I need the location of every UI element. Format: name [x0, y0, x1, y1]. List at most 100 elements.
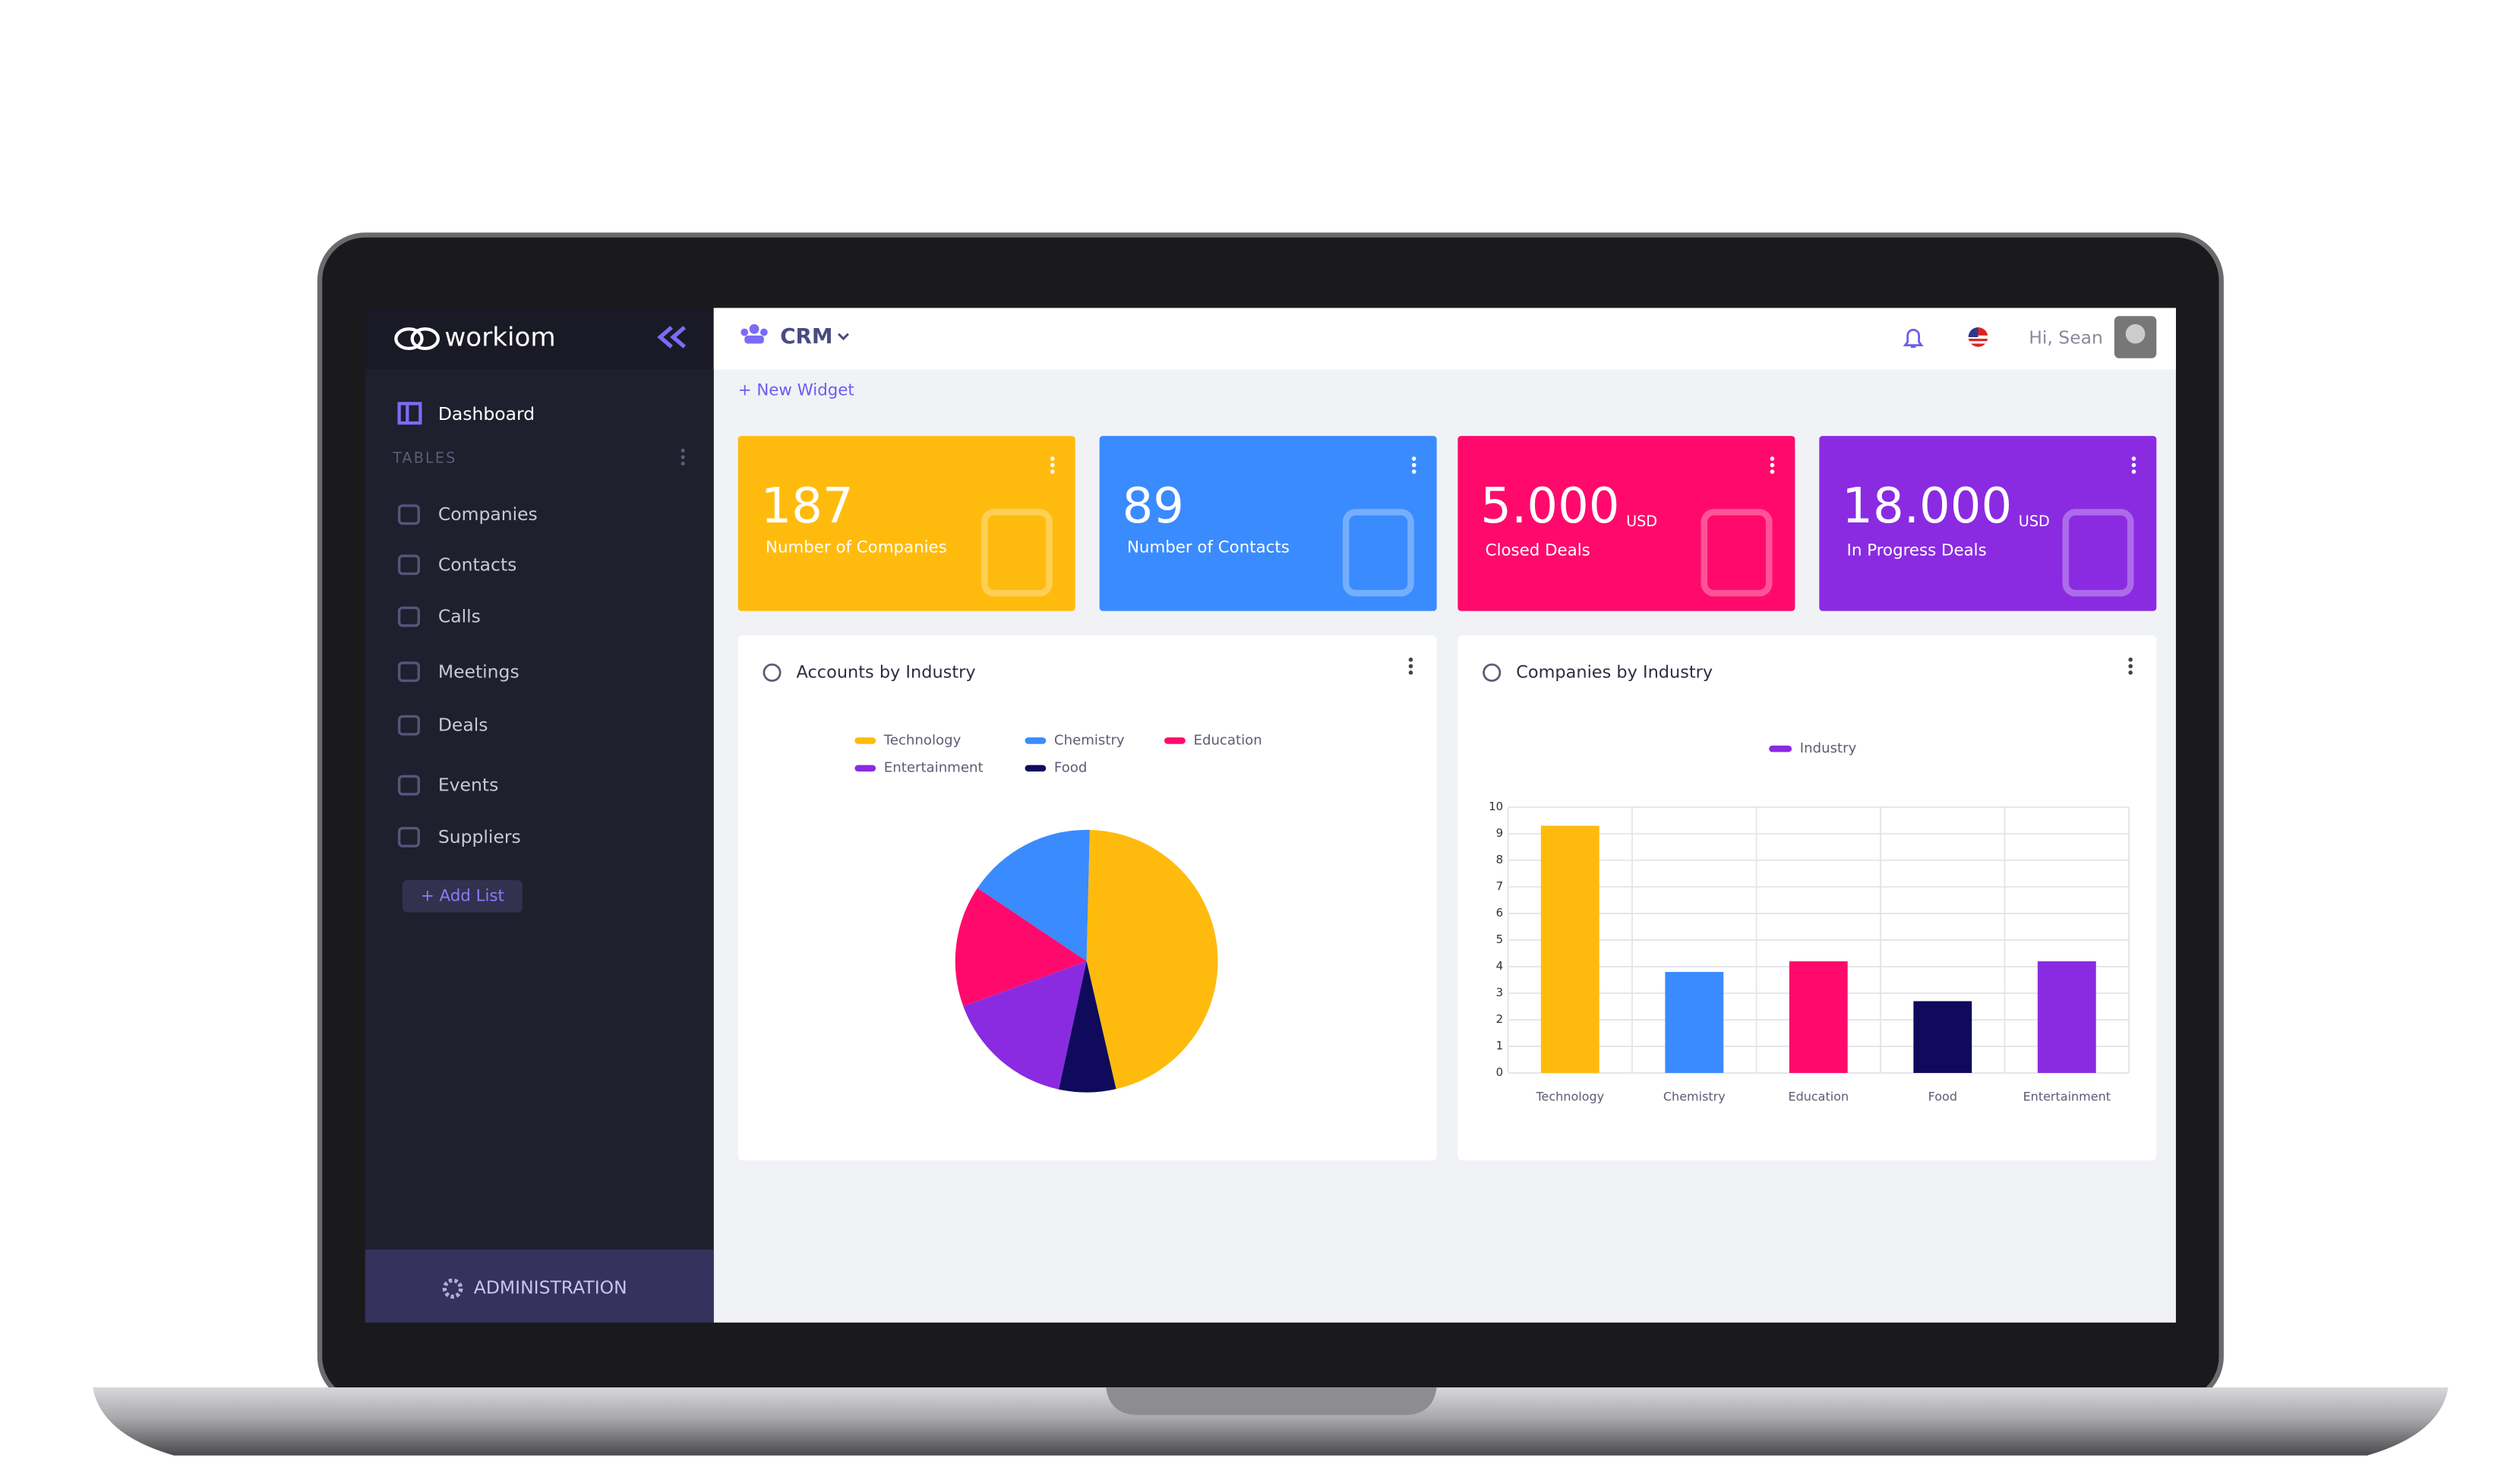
- y-tick-label: 1: [1496, 1039, 1504, 1052]
- legend-label: Technology: [883, 732, 962, 748]
- x-tick-label: Education: [1788, 1090, 1849, 1104]
- menu-dot[interactable]: [2128, 664, 2133, 669]
- menu-dot[interactable]: [1408, 671, 1413, 675]
- widget-label: Number of Companies: [766, 538, 947, 557]
- widget-card: [1099, 436, 1437, 611]
- nav-item[interactable]: Deals: [438, 715, 488, 736]
- flag-icon[interactable]: [1968, 327, 1988, 347]
- nav-icon: [397, 775, 420, 796]
- new-widget[interactable]: + New Widget: [738, 380, 854, 399]
- legend-swatch: [854, 765, 876, 771]
- widget-label: Number of Contacts: [1127, 538, 1290, 557]
- section-label: TABLES: [392, 450, 456, 467]
- nav-item[interactable]: Contacts: [438, 554, 517, 575]
- module-name[interactable]: CRM: [780, 323, 832, 349]
- y-tick-label: 7: [1496, 879, 1504, 893]
- pie-slice: [977, 829, 1090, 961]
- nav-item[interactable]: Companies: [438, 503, 538, 525]
- top-bar: [713, 308, 2176, 370]
- nav-icon: [397, 661, 420, 683]
- x-tick-label: Food: [1928, 1090, 1957, 1104]
- legend-swatch: [1769, 745, 1792, 753]
- section-menu[interactable]: [681, 448, 685, 466]
- nav-icon: [397, 504, 420, 525]
- widget-icon: [2062, 509, 2134, 597]
- menu-dot[interactable]: [2131, 462, 2136, 468]
- y-tick-label: 3: [1496, 986, 1504, 999]
- widget-label: Closed Deals: [1486, 541, 1590, 560]
- add-list-label[interactable]: + Add List: [421, 886, 504, 905]
- bell-icon[interactable]: [1903, 329, 1924, 349]
- admin-label[interactable]: ADMINISTRATION: [474, 1276, 627, 1298]
- nav-dashboard[interactable]: Dashboard: [438, 403, 535, 424]
- widget-unit: USD: [1626, 513, 1657, 530]
- admin-icon: [442, 1278, 463, 1299]
- panel-title: Companies by Industry: [1516, 662, 1713, 682]
- menu-dot[interactable]: [1411, 469, 1416, 474]
- widget-label: In Progress Deals: [1847, 541, 1987, 560]
- pie-slice: [963, 961, 1087, 1090]
- nav-item[interactable]: Events: [438, 775, 498, 796]
- widget-icon: [1342, 509, 1414, 597]
- widget-value: 18.000: [1842, 478, 2012, 535]
- menu-dot[interactable]: [1050, 456, 1055, 461]
- widget-card: [1819, 436, 2157, 611]
- y-tick-label: 9: [1496, 826, 1504, 840]
- y-tick-label: 6: [1496, 906, 1504, 920]
- menu-dot[interactable]: [2128, 671, 2133, 675]
- pie-slice: [955, 888, 1087, 1007]
- widget-value: 89: [1123, 478, 1184, 535]
- module-caret[interactable]: [837, 333, 849, 341]
- legend-swatch: [1025, 765, 1047, 771]
- nav-item[interactable]: Meetings: [438, 661, 519, 682]
- menu-dot[interactable]: [1770, 462, 1775, 468]
- bar: [1665, 971, 1724, 1073]
- menu-dot[interactable]: [1050, 469, 1055, 474]
- widget-value: 187: [761, 478, 854, 535]
- notch: [1106, 1387, 1437, 1415]
- avatar-face: [2125, 323, 2146, 344]
- nav-icon: [397, 826, 420, 847]
- nav-item[interactable]: Calls: [438, 606, 481, 627]
- menu-dot[interactable]: [2128, 657, 2133, 662]
- menu-dot[interactable]: [1050, 462, 1055, 468]
- sidebar: [365, 308, 714, 1323]
- legend-swatch: [1164, 737, 1186, 744]
- widget-icon: [981, 509, 1053, 597]
- module-icon: [741, 323, 768, 344]
- widget-icon: [1701, 509, 1773, 597]
- y-tick-label: 8: [1496, 853, 1504, 866]
- widget-unit: USD: [2019, 513, 2050, 530]
- menu-dot[interactable]: [1411, 456, 1416, 461]
- dashboard-icon: [397, 402, 422, 425]
- x-tick-label: Chemistry: [1663, 1090, 1726, 1104]
- legend-label: Chemistry: [1054, 732, 1125, 748]
- pie-slice: [1086, 829, 1218, 1090]
- menu-dot[interactable]: [1770, 469, 1775, 474]
- menu-dot[interactable]: [2131, 456, 2136, 461]
- menu-dot[interactable]: [1411, 462, 1416, 468]
- menu-dot[interactable]: [1770, 456, 1775, 461]
- bar: [1913, 1001, 1972, 1073]
- panel-icon: [763, 663, 782, 682]
- brand-logo: [394, 327, 440, 351]
- widget-card: [737, 436, 1075, 611]
- y-tick-label: 2: [1496, 1012, 1504, 1026]
- collapse-icon[interactable]: [657, 326, 687, 349]
- bar: [1789, 961, 1848, 1073]
- add-list-button[interactable]: [402, 879, 523, 913]
- nav-icon: [397, 715, 420, 736]
- menu-dot[interactable]: [1408, 664, 1413, 669]
- nav-icon: [397, 554, 420, 576]
- y-tick-label: 5: [1496, 932, 1504, 946]
- widget-value: 5.000: [1480, 478, 1619, 535]
- menu-dot[interactable]: [1408, 657, 1413, 662]
- brand-name: workiom: [444, 323, 555, 353]
- admin-bar[interactable]: [365, 1249, 714, 1323]
- y-tick-label: 10: [1489, 800, 1503, 813]
- nav-item[interactable]: Suppliers: [438, 826, 521, 847]
- x-tick-label: Entertainment: [2023, 1090, 2111, 1104]
- menu-dot[interactable]: [2131, 469, 2136, 474]
